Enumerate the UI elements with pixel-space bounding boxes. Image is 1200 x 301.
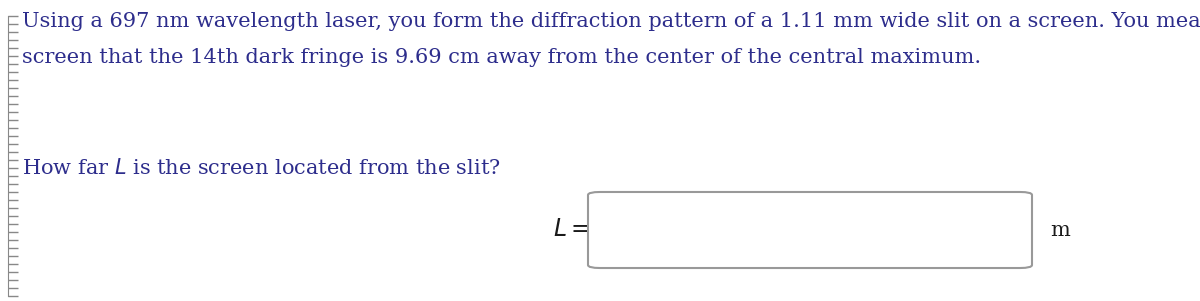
Text: How far $\mathit{L}$ is the screen located from the slit?: How far $\mathit{L}$ is the screen locat… bbox=[22, 158, 500, 178]
Text: m: m bbox=[1050, 221, 1070, 240]
Text: Using a 697 nm wavelength laser, you form the diffraction pattern of a 1.11 mm w: Using a 697 nm wavelength laser, you for… bbox=[22, 12, 1200, 31]
Text: $L =$: $L =$ bbox=[553, 219, 590, 241]
Text: screen that the 14th dark fringe is 9.69 cm away from the center of the central : screen that the 14th dark fringe is 9.69… bbox=[22, 48, 982, 67]
